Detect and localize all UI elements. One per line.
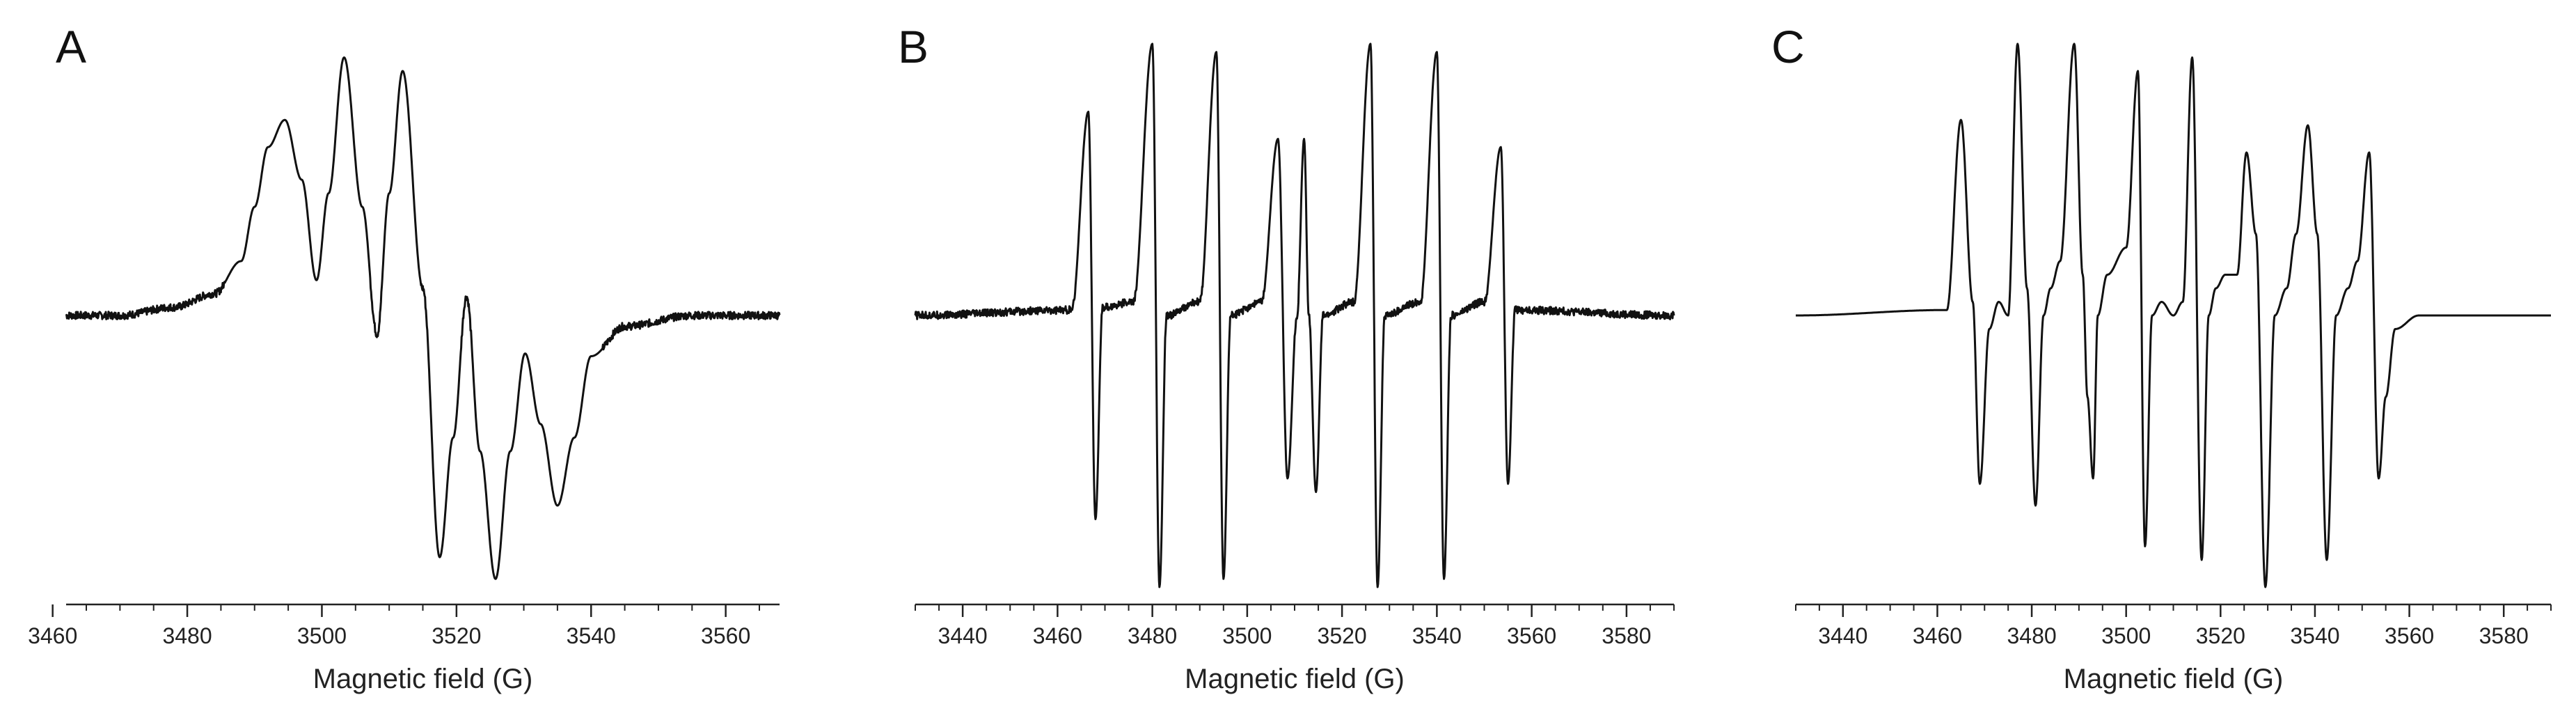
panel-label: C <box>1771 21 1805 72</box>
x-tick-label: 3500 <box>1222 623 1272 648</box>
x-axis-title: Magnetic field (G) <box>1185 664 1405 694</box>
x-tick-label: 3480 <box>1128 623 1177 648</box>
x-tick-label: 3480 <box>2007 623 2056 648</box>
x-tick-label: 3500 <box>2101 623 2151 648</box>
panel-label: B <box>898 21 929 72</box>
panel-c: C 3440 3460 3480 3500 3520 3540 3560 3580 Magneti… <box>1771 21 2552 694</box>
x-tick-label: 3440 <box>938 623 988 648</box>
x-tick-label: 3540 <box>1412 623 1462 648</box>
x-tick-label: 3520 <box>432 623 481 648</box>
x-tick-label: 3540 <box>567 623 616 648</box>
x-axis-title: Magnetic field (G) <box>313 664 533 694</box>
x-tick-label: 3560 <box>2385 623 2434 648</box>
x-tick-label: 3460 <box>28 623 77 648</box>
panel-b: B 3440 3460 3480 3500 3520 3540 3560 3580 Magneti… <box>898 21 1675 694</box>
panel-a: A 3460 3480 3500 3520 3540 3560 Magnetic field … <box>28 21 781 694</box>
x-tick-label: 3520 <box>1318 623 1367 648</box>
x-tick-label: 3460 <box>1033 623 1082 648</box>
epr-spectrum-line <box>914 42 1675 588</box>
x-tick-label: 3540 <box>2290 623 2339 648</box>
epr-spectrum-line <box>1795 42 2552 588</box>
x-axis-title: Magnetic field (G) <box>2064 664 2284 694</box>
epr-spectrum-line <box>65 56 781 580</box>
x-tick-label: 3580 <box>2479 623 2529 648</box>
x-tick-label: 3440 <box>1818 623 1867 648</box>
x-tick-label: 3500 <box>297 623 347 648</box>
x-tick-label: 3460 <box>1913 623 1962 648</box>
x-tick-label: 3480 <box>162 623 212 648</box>
x-tick-label: 3560 <box>1507 623 1556 648</box>
x-tick-label: 3580 <box>1602 623 1651 648</box>
panel-label: A <box>56 21 86 72</box>
x-tick-label: 3560 <box>701 623 750 648</box>
x-tick-label: 3520 <box>2196 623 2245 648</box>
